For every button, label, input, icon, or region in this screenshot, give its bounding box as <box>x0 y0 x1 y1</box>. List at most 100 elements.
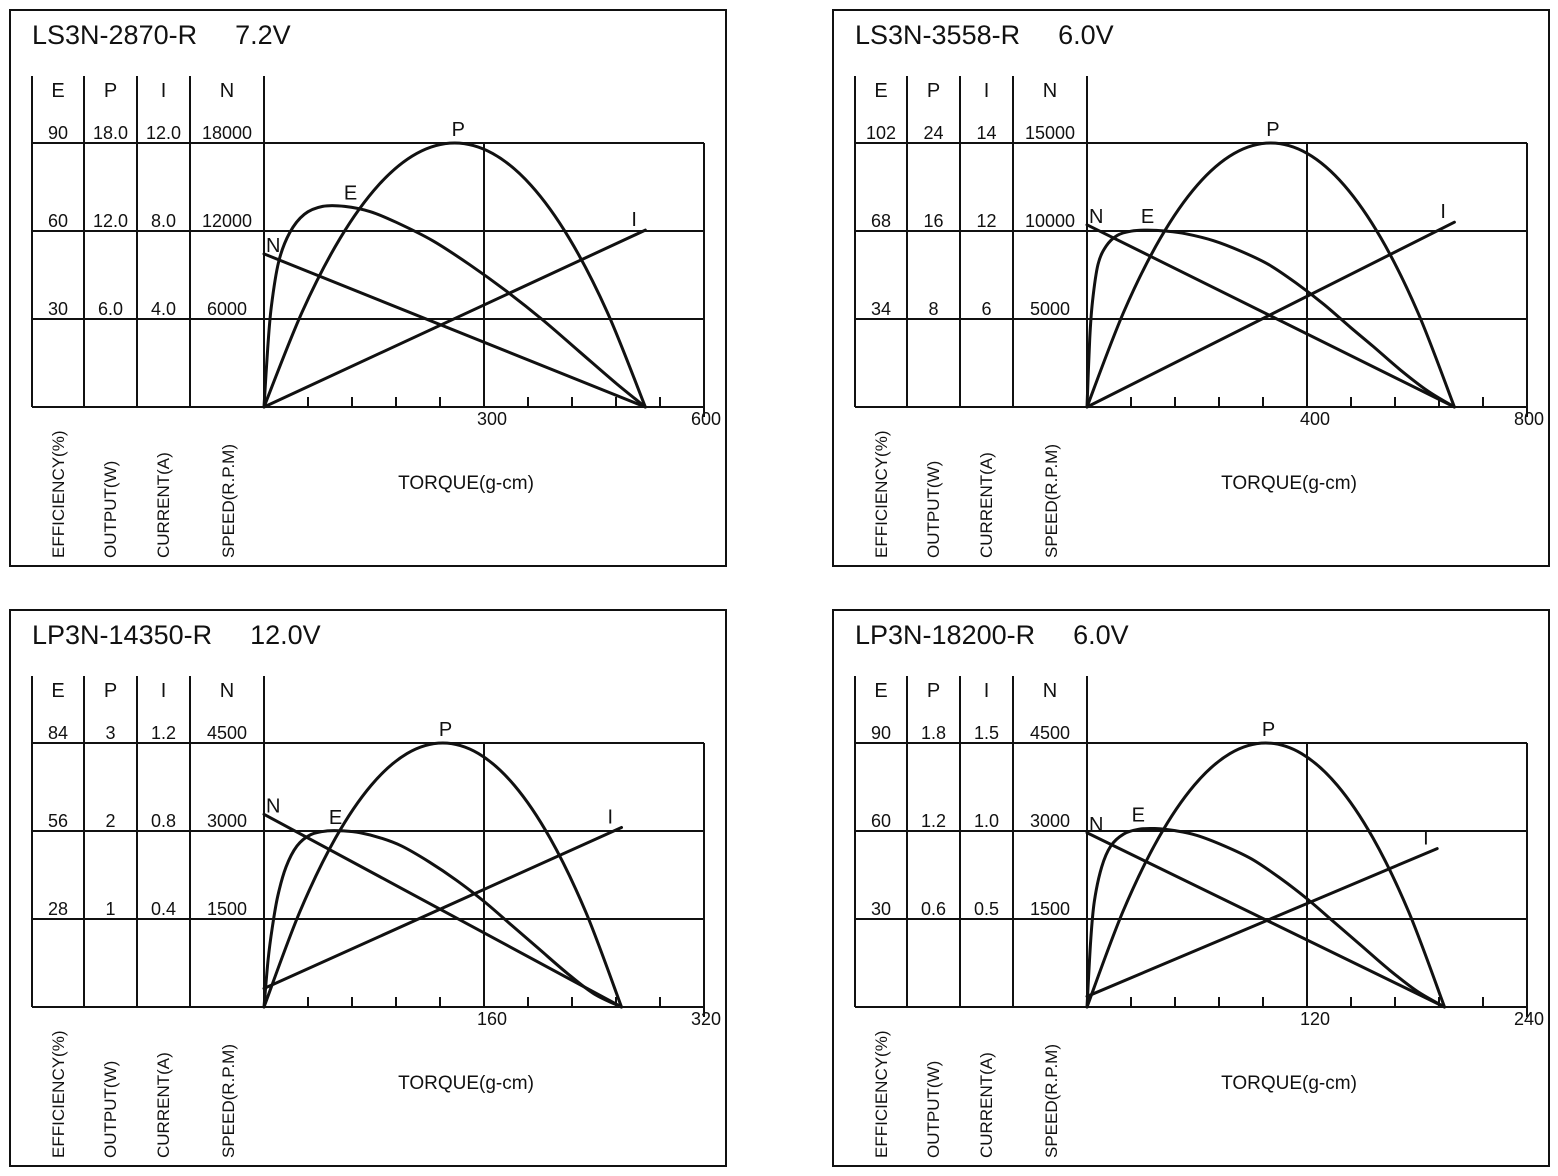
series-e-curve <box>262 204 647 409</box>
column-tick-value: 4500 <box>1030 723 1070 743</box>
series-p-label: P <box>439 719 452 741</box>
x-axis-label: TORQUE(g-cm) <box>398 473 534 494</box>
x-tick-label: 120 <box>1300 1009 1330 1029</box>
series-n-label: N <box>266 235 280 257</box>
column-tick-value: 6 <box>981 299 991 319</box>
column-tick-value: 16 <box>923 211 943 231</box>
column-tick-value: 18.0 <box>93 123 128 143</box>
column-tick-value: 84 <box>48 723 68 743</box>
column-head: E <box>51 680 64 702</box>
chart-title: LS3N-2870-R <box>32 20 197 50</box>
column-head: N <box>220 680 234 702</box>
column-axis-label: EFFICIENCY(%) <box>872 1031 891 1159</box>
series-p-label: P <box>1266 119 1279 141</box>
column-tick-value: 1.2 <box>151 723 176 743</box>
column-tick-value: 6.0 <box>98 299 123 319</box>
column-head: I <box>984 680 990 702</box>
column-tick-value: 1.0 <box>974 811 999 831</box>
series-p-curve <box>1085 741 1446 1009</box>
chart-voltage: 6.0V <box>1058 20 1114 50</box>
column-tick-value: 15000 <box>1025 123 1075 143</box>
chart-title: LS3N-3558-R <box>855 20 1020 50</box>
series-n-curve <box>262 812 623 1009</box>
column-tick-value: 90 <box>48 123 68 143</box>
chart-panel-3: LP3N-14350-R 12.0V 160 320 TORQUE(g-cm) E 84 56… <box>9 609 727 1167</box>
x-tick-label: 600 <box>691 409 721 429</box>
chart-title: LP3N-14350-R <box>32 620 212 650</box>
series-e-label: E <box>1132 805 1145 827</box>
column-head: N <box>1043 80 1057 102</box>
column-tick-value: 12.0 <box>93 211 128 231</box>
column-tick-value: 30 <box>871 899 891 919</box>
column-axis-label: SPEED(R.P.M) <box>1042 444 1061 558</box>
column-tick-value: 90 <box>871 723 891 743</box>
panel-frame <box>9 609 727 1167</box>
column-tick-value: 102 <box>866 123 896 143</box>
series-e-curve <box>1085 826 1446 1009</box>
column-tick-value: 2 <box>105 811 115 831</box>
column-tick-value: 6000 <box>207 299 247 319</box>
series-p-label: P <box>1262 719 1275 741</box>
column-axis-label: CURRENT(A) <box>154 452 173 558</box>
chart-title: LP3N-18200-R <box>855 620 1035 650</box>
x-axis-label: TORQUE(g-cm) <box>398 1073 534 1094</box>
x-tick-label: 240 <box>1514 1009 1544 1029</box>
column-tick-value: 4.0 <box>151 299 176 319</box>
series-i-label: I <box>1440 201 1446 223</box>
column-head: I <box>161 80 167 102</box>
series-n-label: N <box>1089 206 1103 228</box>
column-tick-value: 3 <box>105 723 115 743</box>
column-tick-value: 1.8 <box>921 723 946 743</box>
column-tick-value: 12000 <box>202 211 252 231</box>
column-axis-label: EFFICIENCY(%) <box>872 431 891 559</box>
series-n-label: N <box>1089 814 1103 836</box>
column-tick-value: 0.6 <box>921 899 946 919</box>
x-axis-label: TORQUE(g-cm) <box>1221 473 1357 494</box>
column-tick-value: 18000 <box>202 123 252 143</box>
column-tick-value: 12 <box>976 211 996 231</box>
x-tick-label: 800 <box>1514 409 1544 429</box>
column-tick-value: 12.0 <box>146 123 181 143</box>
column-head: E <box>874 80 887 102</box>
column-tick-value: 34 <box>871 299 891 319</box>
column-axis-label: CURRENT(A) <box>977 1052 996 1158</box>
column-tick-value: 1.5 <box>974 723 999 743</box>
column-head: P <box>104 680 117 702</box>
column-axis-label: OUTPUT(W) <box>101 1061 120 1158</box>
series-e-label: E <box>344 182 357 204</box>
column-head: E <box>874 680 887 702</box>
series-i-label: I <box>1423 828 1429 850</box>
chart-voltage: 12.0V <box>250 620 321 650</box>
series-p-label: P <box>452 119 465 141</box>
column-axis-label: EFFICIENCY(%) <box>49 1031 68 1159</box>
x-tick-label: 160 <box>477 1009 507 1029</box>
panel-frame <box>832 609 1550 1167</box>
column-tick-value: 28 <box>48 899 68 919</box>
column-axis-label: OUTPUT(W) <box>924 461 943 558</box>
column-axis-label: CURRENT(A) <box>977 452 996 558</box>
column-tick-value: 1.2 <box>921 811 946 831</box>
x-tick-label: 400 <box>1300 409 1330 429</box>
column-tick-value: 3000 <box>1030 811 1070 831</box>
column-tick-value: 0.8 <box>151 811 176 831</box>
series-n-curve <box>262 252 647 409</box>
column-tick-value: 10000 <box>1025 211 1075 231</box>
column-tick-value: 30 <box>48 299 68 319</box>
column-tick-value: 1500 <box>207 899 247 919</box>
column-tick-value: 1 <box>105 899 115 919</box>
series-e-curve <box>262 829 623 1009</box>
series-i-curve <box>1085 220 1456 409</box>
column-tick-value: 56 <box>48 811 68 831</box>
column-axis-label: EFFICIENCY(%) <box>49 431 68 559</box>
column-tick-value: 3000 <box>207 811 247 831</box>
series-p-curve <box>262 141 647 409</box>
column-axis-label: SPEED(R.P.M) <box>219 1044 238 1158</box>
series-p-curve <box>1085 141 1456 409</box>
column-tick-value: 8.0 <box>151 211 176 231</box>
x-tick-label: 300 <box>477 409 507 429</box>
column-tick-value: 5000 <box>1030 299 1070 319</box>
column-head: P <box>927 80 940 102</box>
series-i-label: I <box>608 806 614 828</box>
panel-frame <box>9 9 727 567</box>
chart-voltage: 7.2V <box>235 20 291 50</box>
